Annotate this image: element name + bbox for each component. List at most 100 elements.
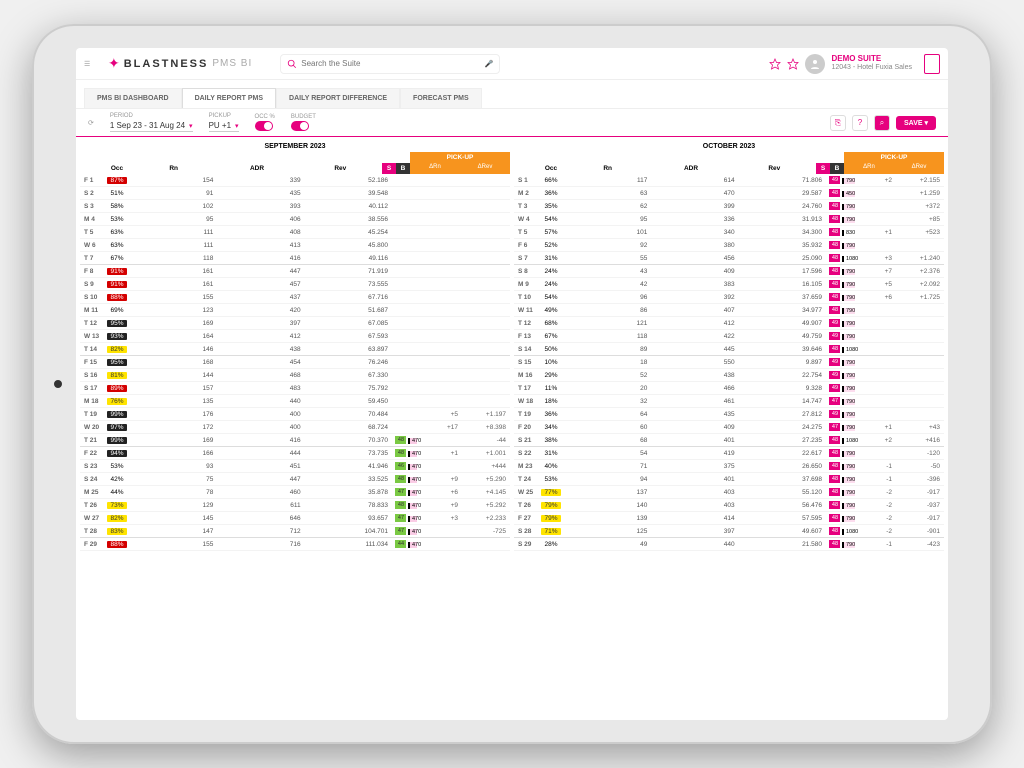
building-icon[interactable]	[924, 54, 940, 74]
table-row[interactable]: S 28 71% 125 397 49.607 48 1080 -2 -901	[514, 525, 944, 538]
table-row[interactable]: T 28 83% 147 712 104.701 47 470 -725	[80, 525, 510, 538]
table-row[interactable]: W 27 82% 145 646 93.657 47 470 +3 +2.233	[80, 512, 510, 525]
table-row[interactable]: W 18 18% 32 461 14.747 47 790	[514, 395, 944, 408]
occ-cell: 97%	[102, 424, 132, 431]
search-input[interactable]	[301, 59, 480, 68]
table-row[interactable]: S 17 89% 157 483 75.792	[80, 382, 510, 395]
table-row[interactable]: T 12 95% 169 397 67.085	[80, 317, 510, 330]
search-small-icon[interactable]: ⌕	[874, 115, 890, 131]
star-icon[interactable]	[769, 58, 781, 70]
table-row[interactable]: W 25 77% 137 403 55.120 48 790 -2 -917	[514, 486, 944, 499]
table-row[interactable]: F 1 87% 154 339 52.186	[80, 174, 510, 187]
table-row[interactable]: T 7 67% 118 416 49.116	[80, 252, 510, 265]
table-row[interactable]: M 9 24% 42 383 16.105 48 790 +5 +2.092	[514, 278, 944, 291]
table-row[interactable]: F 20 34% 60 409 24.275 47 790 +1 +43	[514, 421, 944, 434]
table-row[interactable]: S 29 28% 49 440 21.580 48 790 -1 -423	[514, 538, 944, 551]
table-row[interactable]: T 19 36% 64 435 27.812 49 790	[514, 408, 944, 421]
table-row[interactable]: T 24 53% 94 401 37.698 48 790 -1 -396	[514, 473, 944, 486]
star-settings-icon[interactable]	[787, 58, 799, 70]
pickup-control[interactable]: PICKUP PU +1▾	[209, 113, 239, 132]
rev-cell: 31.913	[741, 216, 828, 223]
table-row[interactable]: F 13 67% 118 422 49.759 49 790	[514, 330, 944, 343]
table-row[interactable]: M 11 69% 123 420 51.687	[80, 304, 510, 317]
help-icon[interactable]: ?	[852, 115, 868, 131]
table-row[interactable]: F 27 79% 139 414 57.595 48 790 -2 -917	[514, 512, 944, 525]
table-row[interactable]: T 19 99% 176 400 70.484 +5 +1.197	[80, 408, 510, 421]
table-row[interactable]: W 4 54% 95 336 31.913 48 790 +85	[514, 213, 944, 226]
table-row[interactable]: W 20 97% 172 400 68.724 +17 +8.398	[80, 421, 510, 434]
table-row[interactable]: T 3 35% 62 399 24.760 48 790 +372	[514, 200, 944, 213]
table-row[interactable]: W 6 63% 111 413 45.800	[80, 239, 510, 252]
table-row[interactable]: M 23 40% 71 375 26.650 48 790 -1 -50	[514, 460, 944, 473]
s-cell: 49	[828, 176, 842, 184]
adr-cell: 440	[219, 398, 306, 405]
table-row[interactable]: F 29 88% 155 716 111.034 44 470	[80, 538, 510, 551]
day-cell: W 6	[80, 242, 102, 249]
table-row[interactable]: S 9 91% 161 457 73.555	[80, 278, 510, 291]
period-control[interactable]: PERIOD 1 Sep 23 - 31 Aug 24▾	[110, 113, 193, 132]
table-row[interactable]: T 26 79% 140 403 56.476 48 790 -2 -937	[514, 499, 944, 512]
occ-cell: 91%	[102, 268, 132, 275]
table-row[interactable]: F 22 94% 166 444 73.735 48 470 +1 +1.001	[80, 447, 510, 460]
table-row[interactable]: T 5 63% 111 408 45.254	[80, 226, 510, 239]
table-row[interactable]: S 2 51% 91 435 39.548	[80, 187, 510, 200]
table-row[interactable]: F 6 52% 92 380 35.932 48 790	[514, 239, 944, 252]
table-row[interactable]: T 5 57% 101 340 34.300 48 830 +1 +523	[514, 226, 944, 239]
table-row[interactable]: S 24 42% 75 447 33.525 48 470 +9 +5.290	[80, 473, 510, 486]
search-box[interactable]: 🎤	[280, 54, 500, 74]
table-row[interactable]: S 1 66% 117 614 71.806 49 790 +2 +2.155	[514, 174, 944, 187]
table-row[interactable]: M 25 44% 78 460 35.878 47 470 +6 +4.145	[80, 486, 510, 499]
table-row[interactable]: S 21 38% 68 401 27.235 48 1080 +2 +416	[514, 434, 944, 447]
table-row[interactable]: T 10 54% 96 392 37.659 48 790 +6 +1.725	[514, 291, 944, 304]
export-icon[interactable]: ⎘	[830, 115, 846, 131]
table-row[interactable]: S 3 58% 102 393 40.112	[80, 200, 510, 213]
save-button[interactable]: SAVE ▾	[896, 116, 936, 130]
table-row[interactable]: T 12 68% 121 412 49.907 49 790	[514, 317, 944, 330]
menu-icon[interactable]: ☰	[84, 60, 100, 68]
rn-cell: 78	[132, 489, 219, 496]
table-row[interactable]: S 23 53% 93 451 41.946 46 470 +444	[80, 460, 510, 473]
tab[interactable]: DAILY REPORT DIFFERENCE	[276, 88, 400, 108]
table-row[interactable]: S 16 81% 144 468 67.330	[80, 369, 510, 382]
table-row[interactable]: S 10 88% 155 437 67.716	[80, 291, 510, 304]
table-row[interactable]: M 2 36% 63 470 29.587 48 450 +1.259	[514, 187, 944, 200]
s-cell: 48	[828, 436, 842, 444]
table-row[interactable]: W 11 49% 86 407 34.977 48 790	[514, 304, 944, 317]
mic-icon[interactable]: 🎤	[485, 60, 494, 68]
table-row[interactable]: T 26 73% 129 611 78.833 48 470 +9 +5.292	[80, 499, 510, 512]
budget-toggle[interactable]	[291, 121, 309, 131]
occ-toggle[interactable]	[255, 121, 273, 131]
table-row[interactable]: S 15 10% 18 550 9.897 49 790	[514, 356, 944, 369]
tab[interactable]: PMS BI DASHBOARD	[84, 88, 182, 108]
rev-cell: 16.105	[741, 281, 828, 288]
rn-cell: 86	[566, 307, 653, 314]
avatar[interactable]	[805, 54, 825, 74]
table-row[interactable]: M 4 53% 95 406 38.556	[80, 213, 510, 226]
adr-cell: 416	[219, 255, 306, 262]
tab[interactable]: FORECAST PMS	[400, 88, 482, 108]
table-row[interactable]: T 14 82% 146 438 63.897	[80, 343, 510, 356]
rn-cell: 155	[132, 541, 219, 548]
table-row[interactable]: F 15 95% 168 454 76.246	[80, 356, 510, 369]
user-info[interactable]: DEMO SUITE 12043 - Hotel Fuxia Sales	[831, 55, 912, 71]
table-row[interactable]: S 7 31% 55 456 25.090 48 1080 +3 +1.240	[514, 252, 944, 265]
rev-cell: 56.476	[741, 502, 828, 509]
adr-cell: 440	[653, 541, 740, 548]
tab[interactable]: DAILY REPORT PMS	[182, 88, 276, 108]
occ-cell: 73%	[102, 502, 132, 509]
logo-mark-icon: ✦	[108, 55, 120, 72]
rev-cell: 49.759	[741, 333, 828, 340]
delta-rn-cell: +9	[422, 502, 462, 509]
refresh-icon[interactable]: ⟳	[88, 119, 94, 127]
table-row[interactable]: W 13 93% 164 412 67.593	[80, 330, 510, 343]
rev-cell: 39.548	[307, 190, 394, 197]
table-row[interactable]: M 16 29% 52 438 22.754 49 790	[514, 369, 944, 382]
table-row[interactable]: M 18 76% 135 440 59.450	[80, 395, 510, 408]
table-row[interactable]: S 8 24% 43 409 17.596 48 790 +7 +2.376	[514, 265, 944, 278]
table-row[interactable]: S 22 31% 54 419 22.617 48 790 -120	[514, 447, 944, 460]
table-row[interactable]: T 21 99% 169 416 70.370 48 470 -44	[80, 434, 510, 447]
rev-cell: 67.716	[307, 294, 394, 301]
table-row[interactable]: T 17 11% 20 466 9.328 49 790	[514, 382, 944, 395]
table-row[interactable]: F 8 91% 161 447 71.919	[80, 265, 510, 278]
table-row[interactable]: S 14 50% 89 445 39.646 48 1080	[514, 343, 944, 356]
